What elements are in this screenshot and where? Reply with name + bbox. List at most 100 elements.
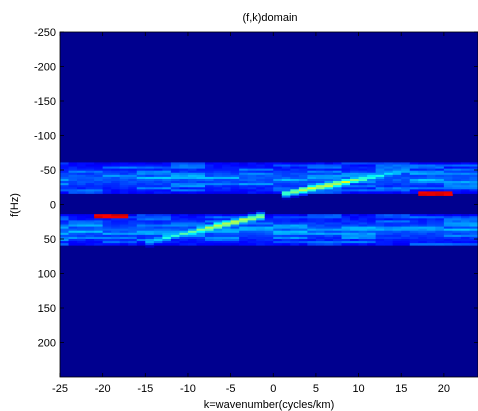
heatmap-cell [230, 176, 240, 180]
heatmap-cell [460, 226, 470, 230]
heatmap-cell [426, 168, 436, 172]
heatmap-cell [222, 214, 232, 217]
heatmap-cell [409, 220, 419, 223]
heatmap-cell [187, 230, 197, 234]
heatmap-cell [281, 178, 291, 182]
heatmap-cell [350, 241, 359, 244]
heatmap-cell [460, 224, 470, 227]
heatmap-cell [358, 228, 368, 232]
heatmap-cell [460, 243, 470, 246]
heatmap-cell [213, 236, 223, 240]
heatmap-cell [460, 170, 470, 174]
heatmap-cell [136, 232, 146, 236]
heatmap-cell [426, 170, 436, 174]
heatmap-cell [136, 222, 146, 225]
heatmap-cell [281, 189, 291, 192]
heatmap-cell [460, 214, 470, 217]
heatmap-cell [307, 185, 317, 188]
heatmap-cell [443, 183, 453, 186]
heatmap-cell [273, 187, 283, 190]
heatmap-cell [256, 187, 266, 190]
heatmap-cell [153, 162, 163, 165]
heatmap-cell [170, 187, 180, 190]
heatmap-cell [281, 234, 291, 238]
heatmap-cell [418, 222, 428, 225]
heatmap-cell [196, 185, 206, 188]
heatmap-cell [273, 241, 283, 244]
heatmap-cell [85, 224, 95, 227]
heatmap-cell [68, 226, 78, 230]
heatmap-cell [136, 187, 146, 190]
heatmap-cell [213, 189, 223, 192]
y-tick-label: -50 [40, 165, 56, 177]
heatmap-cell [452, 170, 462, 174]
heatmap-cell [409, 243, 419, 246]
heatmap-cell [401, 222, 411, 225]
heatmap-cell [307, 170, 317, 174]
heatmap-cell [60, 226, 69, 230]
heatmap-cell [426, 226, 436, 230]
heatmap-cell [247, 224, 257, 227]
heatmap-cell [196, 168, 206, 172]
heatmap-cell [179, 230, 189, 234]
heatmap-cell [239, 191, 249, 194]
heatmap-cell [290, 176, 300, 180]
heatmap-cell [443, 232, 453, 236]
heatmap-cell [298, 187, 308, 190]
heatmap-cell [307, 234, 317, 238]
heatmap-cell [222, 232, 232, 236]
heatmap-cell [315, 234, 325, 238]
heatmap-cell [196, 218, 206, 221]
heatmap-cell [77, 178, 86, 182]
heatmap-cell [307, 181, 317, 184]
heatmap-cell [307, 172, 317, 176]
heatmap-cell [111, 218, 121, 221]
heatmap-cell [239, 222, 249, 225]
heatmap-cell [281, 232, 291, 236]
heatmap-cell [187, 243, 197, 246]
heatmap-cell [153, 230, 163, 234]
heatmap-cell [409, 241, 419, 244]
heatmap-cell [281, 241, 291, 244]
heatmap-cell [324, 228, 334, 232]
heatmap-cell [239, 239, 249, 242]
heatmap-cell [452, 241, 462, 244]
heatmap-cell [315, 230, 325, 234]
heatmap-cell [256, 222, 266, 225]
heatmap-cell [324, 178, 334, 182]
heatmap-cell [418, 162, 428, 165]
heatmap-cell [162, 174, 172, 178]
heatmap-cell [324, 226, 334, 230]
heatmap-cell [94, 178, 104, 182]
heatmap-cell [196, 220, 206, 223]
heatmap-cell [409, 164, 419, 167]
heatmap-cell [179, 214, 189, 217]
heatmap-cell [136, 216, 146, 219]
heatmap-cell [196, 236, 206, 240]
heatmap-cell [187, 172, 197, 176]
heatmap-cell [136, 178, 146, 182]
heatmap-cell [298, 166, 308, 170]
heatmap-cell [77, 232, 86, 236]
heatmap-cell [324, 162, 334, 165]
heatmap-cell [409, 214, 419, 217]
heatmap-cell [384, 218, 394, 221]
heatmap-cell [409, 216, 419, 219]
heatmap-cell [443, 166, 453, 170]
heatmap-cell [119, 183, 129, 186]
heatmap-cell [469, 228, 478, 232]
heatmap-cell [298, 228, 308, 232]
heatmap-cell [264, 239, 274, 242]
heatmap-cell [187, 168, 197, 172]
heatmap-cell [264, 241, 274, 244]
heatmap-cell [239, 234, 249, 238]
heatmap-cell [452, 189, 462, 192]
heatmap-cell [247, 216, 257, 219]
heatmap-cell [230, 220, 240, 223]
heatmap-cell [205, 228, 214, 232]
heatmap-cell [324, 185, 334, 188]
heatmap-cell [443, 214, 453, 217]
heatmap-cell [102, 183, 112, 186]
heatmap-cell [85, 216, 95, 219]
heatmap-cell [358, 222, 368, 225]
